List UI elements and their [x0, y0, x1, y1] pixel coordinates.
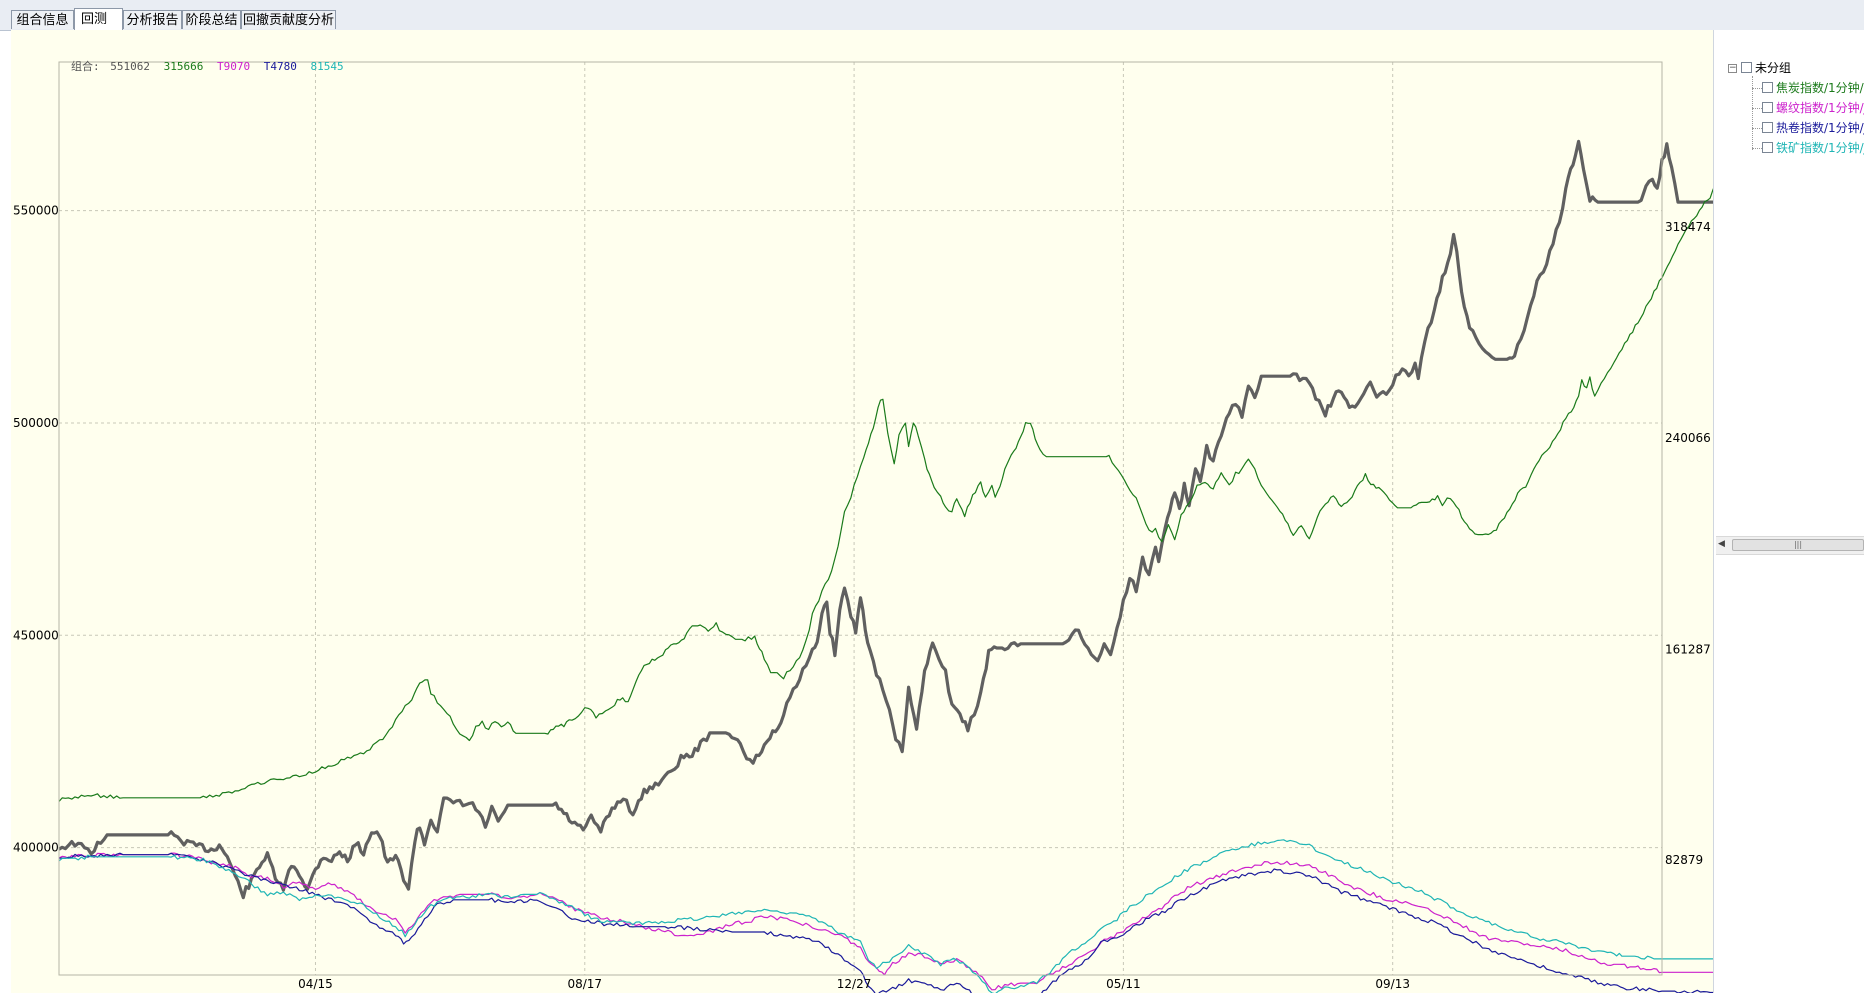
- tree-item-hotcoil[interactable]: 热卷指数/1分钟/J: [1762, 120, 1864, 136]
- y-right-tick-label: 240066: [1665, 431, 1711, 445]
- legend-prefix: 组合:: [71, 60, 100, 73]
- tab-backtest[interactable]: 回测: [74, 8, 123, 31]
- series-portfolio-line: [58, 139, 1713, 900]
- instrument-tree-panel: − 未分组 焦炭指数/1分钟/焦 螺纹指数/1分钟/J 热卷指数/1分钟/J 铁…: [1713, 30, 1864, 993]
- coke-checkbox[interactable]: [1762, 82, 1773, 93]
- series-hotcoil-line: [59, 852, 1713, 993]
- legend-value-hotcoil: T4780: [263, 60, 297, 73]
- ironore-checkbox[interactable]: [1762, 142, 1773, 153]
- collapse-toggle-icon[interactable]: −: [1728, 63, 1737, 73]
- legend-value-coke: 315666: [163, 60, 204, 73]
- tree-item-label: 铁矿指数/1分钟/J: [1776, 141, 1864, 155]
- tree-guide-branch: [1752, 128, 1762, 129]
- y-left-tick-label: 550000: [13, 204, 59, 218]
- legend-value-rebar: T9070: [217, 60, 251, 73]
- hotcoil-checkbox[interactable]: [1762, 122, 1773, 133]
- y-left-tick-label: 450000: [13, 628, 59, 642]
- tree-guide-branch: [1752, 88, 1762, 89]
- x-tick-label: 12/27: [837, 977, 872, 991]
- x-tick-label: 08/17: [567, 977, 602, 991]
- y-left-tick-label: 400000: [13, 841, 59, 855]
- tree-root-label: 未分组: [1755, 61, 1792, 75]
- tree-guide-branch: [1752, 148, 1762, 149]
- chart-series: [58, 139, 1713, 993]
- tree-item-label: 焦炭指数/1分钟/焦: [1776, 81, 1864, 95]
- tree-guide-branch: [1752, 108, 1762, 109]
- y-right-tick-label: 82879: [1665, 853, 1703, 867]
- tree-item-label: 螺纹指数/1分钟/J: [1776, 101, 1864, 115]
- tree-item-rebar[interactable]: 螺纹指数/1分钟/J: [1762, 100, 1864, 116]
- tab-phase-summary[interactable]: 阶段总结: [182, 10, 241, 29]
- chart-grid: [59, 62, 1662, 975]
- y-left-tick-label: 500000: [13, 416, 59, 430]
- legend-value-portfolio: 551062: [110, 60, 150, 73]
- tree-item-label: 热卷指数/1分钟/J: [1776, 121, 1864, 135]
- tree-root-row[interactable]: 未分组: [1741, 60, 1791, 76]
- chart-axis-labels: 04/15 08/17 12/27 05/11 09/13 400000 450000 500…: [13, 204, 1711, 991]
- x-tick-label: 09/13: [1375, 977, 1410, 991]
- backtest-chart[interactable]: 04/15 08/17 12/27 05/11 09/13 400000 450000 500…: [11, 30, 1713, 993]
- tree-guide-line: [1752, 76, 1753, 150]
- legend-value-ironore: 81545: [310, 60, 344, 73]
- x-tick-label: 04/15: [298, 977, 333, 991]
- root-checkbox[interactable]: [1741, 62, 1752, 73]
- plot-frame: [58, 61, 1663, 976]
- tab-analysis-report[interactable]: 分析报告: [123, 10, 182, 29]
- chart-panel: 04/15 08/17 12/27 05/11 09/13 400000 450000 500…: [11, 30, 1713, 993]
- tab-portfolio-info[interactable]: 组合信息: [11, 10, 74, 29]
- rebar-checkbox[interactable]: [1762, 102, 1773, 113]
- series-coke-line: [58, 188, 1713, 802]
- tree-item-coke[interactable]: 焦炭指数/1分钟/焦: [1762, 80, 1864, 96]
- tab-drawdown-contribution[interactable]: 回撤贡献度分析: [241, 10, 336, 29]
- tree-horizontal-scrollbar[interactable]: ◀ |||: [1716, 536, 1864, 555]
- series-ironore-line: [58, 839, 1713, 993]
- tree-item-ironore[interactable]: 铁矿指数/1分钟/J: [1762, 140, 1864, 156]
- legend-values: 组合: 551062 315666 T9070 T4780 81545: [71, 60, 351, 74]
- y-right-tick-label: 161287: [1665, 642, 1711, 656]
- tab-bar: 组合信息 回测 分析报告 阶段总结 回撤贡献度分析: [0, 0, 1864, 31]
- x-tick-label: 05/11: [1106, 977, 1141, 991]
- series-rebar-line: [58, 852, 1713, 991]
- y-right-tick-label: 318474: [1665, 220, 1711, 234]
- scroll-left-icon[interactable]: ◀: [1718, 539, 1725, 549]
- scrollbar-thumb[interactable]: |||: [1732, 539, 1864, 551]
